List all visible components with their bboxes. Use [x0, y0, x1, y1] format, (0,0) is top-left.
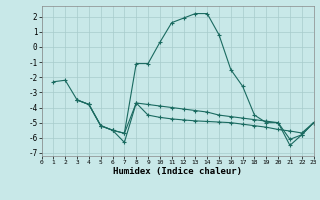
X-axis label: Humidex (Indice chaleur): Humidex (Indice chaleur)	[113, 167, 242, 176]
